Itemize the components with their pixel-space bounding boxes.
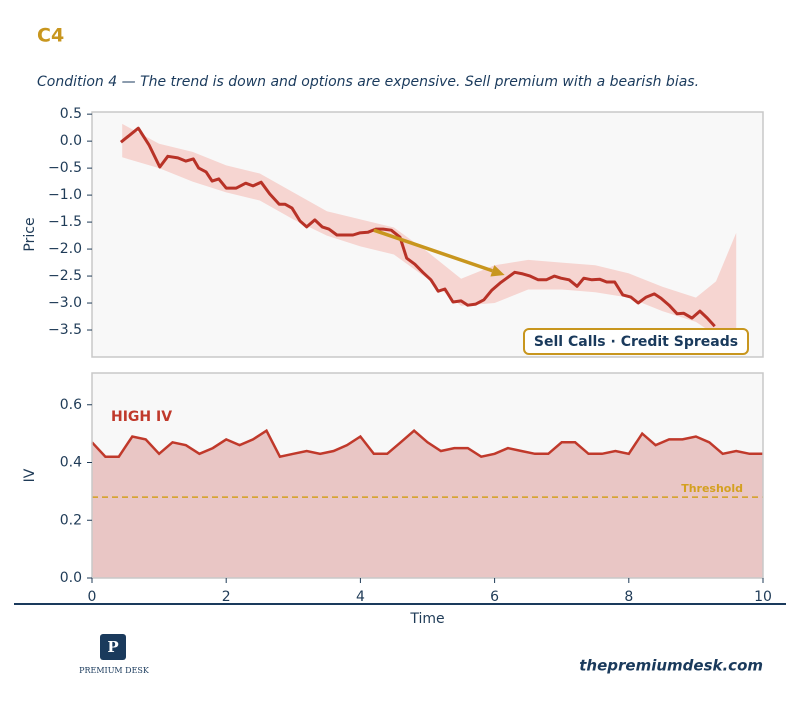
logo-glyph: P [107,638,118,656]
arrow-head [490,265,505,277]
logo-mark [100,634,126,660]
threshold-label: Threshold [681,482,743,495]
y-tick-label: −2.5 [48,268,82,284]
x-tick-label: 4 [356,589,365,605]
iv-area [92,430,763,578]
x-axis-label: Time [409,611,444,627]
strategy-label: Sell Calls · Credit Spreads [523,328,749,355]
y-tick-label: 0.5 [60,106,82,122]
page-title: C4 [37,25,64,47]
x-tick-label: 6 [490,589,499,605]
logo-text: PREMIUM DESK [79,666,150,675]
annotation: HIGH IV [111,409,172,425]
y-tick-label: −3.5 [48,322,82,338]
footer-url: thepremiumdesk.com [579,657,763,675]
y-tick-label: 0.0 [60,570,82,586]
y-tick-label: −3.0 [48,295,82,311]
y-tick-label: 0.0 [60,133,82,149]
y-tick-label: −0.5 [48,160,82,176]
y-tick-label: 0.6 [60,397,82,413]
label-box [523,328,749,355]
iv-line [91,428,763,459]
label-text: Sell Calls · Credit Spreads [534,334,738,350]
y-tick-label: −2.0 [48,241,82,257]
arrow-shaft [373,228,493,273]
y-tick-label: 0.2 [60,512,82,528]
y-tick-label: −1.5 [48,214,82,230]
plot-frame [91,111,764,358]
x-tick-label: 8 [624,589,633,605]
plot-frame [91,372,764,579]
x-tick-label: 0 [88,589,97,605]
price-line [119,126,716,328]
subtitle: Condition 4 — The trend is down and opti… [37,74,699,90]
y-tick-label: −1.0 [48,187,82,203]
x-tick-label: 2 [222,589,231,605]
y-axis-label: IV [22,468,38,482]
x-tick-label: 10 [754,589,772,605]
y-tick-label: 0.4 [60,455,82,471]
logo: P PREMIUM DESK [79,634,150,675]
plot-area [92,112,763,357]
y-axis-label: Price [22,217,38,251]
confidence-band [122,123,737,336]
